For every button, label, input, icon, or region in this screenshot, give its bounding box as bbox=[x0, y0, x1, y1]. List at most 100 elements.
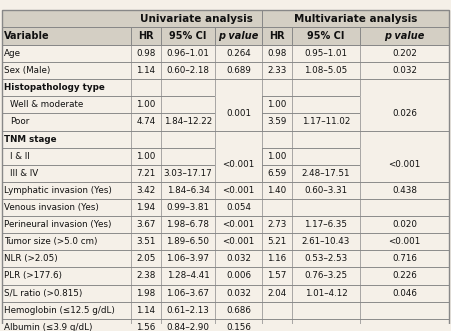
Text: 0.264: 0.264 bbox=[226, 49, 251, 58]
Text: 3.42: 3.42 bbox=[136, 186, 156, 195]
Bar bbox=[2, 165, 449, 182]
Text: 2.38: 2.38 bbox=[136, 271, 156, 280]
Text: Age: Age bbox=[4, 49, 21, 58]
Text: 0.054: 0.054 bbox=[226, 203, 251, 212]
Bar bbox=[215, 148, 262, 182]
Text: 2.48–17.51: 2.48–17.51 bbox=[302, 169, 350, 178]
Text: <0.001: <0.001 bbox=[388, 152, 421, 161]
Text: 1.00: 1.00 bbox=[136, 100, 156, 109]
Text: Tumor size (>5.0 cm): Tumor size (>5.0 cm) bbox=[4, 237, 97, 246]
Text: 0.032: 0.032 bbox=[226, 254, 251, 263]
Text: 2.05: 2.05 bbox=[136, 254, 156, 263]
Text: p value: p value bbox=[218, 31, 259, 41]
Text: 0.95–1.01: 0.95–1.01 bbox=[304, 49, 348, 58]
Text: <0.001: <0.001 bbox=[388, 160, 421, 169]
Text: 1.98–6.78: 1.98–6.78 bbox=[166, 220, 210, 229]
Text: HR: HR bbox=[138, 31, 154, 41]
Text: 0.006: 0.006 bbox=[226, 271, 251, 280]
Text: 0.438: 0.438 bbox=[392, 186, 417, 195]
Text: Perineural invasion (Yes): Perineural invasion (Yes) bbox=[4, 220, 111, 229]
Text: Venous invasion (Yes): Venous invasion (Yes) bbox=[4, 203, 99, 212]
Text: Multivariate analysis: Multivariate analysis bbox=[294, 14, 417, 24]
Text: Hemoglobin (≤12.5 g/dL): Hemoglobin (≤12.5 g/dL) bbox=[4, 306, 115, 315]
Bar bbox=[2, 148, 449, 165]
Text: 1.84–6.34: 1.84–6.34 bbox=[166, 186, 209, 195]
Bar bbox=[2, 199, 449, 216]
Text: 0.046: 0.046 bbox=[392, 289, 417, 298]
Bar bbox=[2, 130, 449, 148]
Bar bbox=[360, 96, 449, 130]
Text: HR: HR bbox=[269, 31, 285, 41]
Bar bbox=[2, 216, 449, 233]
Text: 0.689: 0.689 bbox=[226, 66, 251, 75]
Bar bbox=[360, 148, 449, 182]
Text: 1.56: 1.56 bbox=[136, 323, 156, 331]
Bar bbox=[2, 233, 449, 250]
Text: 1.08–5.05: 1.08–5.05 bbox=[304, 66, 348, 75]
Text: Univariate analysis: Univariate analysis bbox=[140, 14, 253, 24]
Text: 0.686: 0.686 bbox=[226, 306, 251, 315]
Text: 0.032: 0.032 bbox=[226, 289, 251, 298]
Bar bbox=[2, 319, 449, 331]
Text: 3.67: 3.67 bbox=[136, 220, 156, 229]
Text: 2.73: 2.73 bbox=[267, 220, 287, 229]
Text: 6.59: 6.59 bbox=[267, 169, 287, 178]
Text: <0.001: <0.001 bbox=[388, 237, 421, 246]
Text: 0.60–3.31: 0.60–3.31 bbox=[304, 186, 348, 195]
Text: <0.001: <0.001 bbox=[222, 160, 255, 169]
Text: 0.84–2.90: 0.84–2.90 bbox=[166, 323, 210, 331]
Text: 0.156: 0.156 bbox=[226, 323, 251, 331]
Text: 1.16: 1.16 bbox=[267, 254, 286, 263]
Text: S/L ratio (>0.815): S/L ratio (>0.815) bbox=[4, 289, 83, 298]
Text: NLR (>2.05): NLR (>2.05) bbox=[4, 254, 58, 263]
Bar bbox=[2, 10, 449, 27]
Text: 0.716: 0.716 bbox=[392, 254, 417, 263]
Text: 1.14: 1.14 bbox=[137, 306, 156, 315]
Text: Sex (Male): Sex (Male) bbox=[4, 66, 51, 75]
Bar bbox=[2, 285, 449, 302]
Text: 1.00: 1.00 bbox=[267, 152, 287, 161]
Text: 0.98: 0.98 bbox=[267, 49, 287, 58]
Text: <0.001: <0.001 bbox=[222, 220, 255, 229]
Text: 1.17–6.35: 1.17–6.35 bbox=[304, 220, 348, 229]
Text: 0.020: 0.020 bbox=[392, 220, 417, 229]
Text: 1.57: 1.57 bbox=[267, 271, 287, 280]
Text: 0.032: 0.032 bbox=[392, 66, 417, 75]
Text: 0.61–2.13: 0.61–2.13 bbox=[166, 306, 209, 315]
Text: 95% CI: 95% CI bbox=[169, 31, 207, 41]
Text: 1.94: 1.94 bbox=[137, 203, 156, 212]
Text: 0.026: 0.026 bbox=[392, 100, 417, 109]
Text: 1.00: 1.00 bbox=[136, 152, 156, 161]
Text: 0.76–3.25: 0.76–3.25 bbox=[304, 271, 348, 280]
Text: 3.59: 3.59 bbox=[267, 118, 287, 126]
Text: <0.001: <0.001 bbox=[222, 186, 255, 195]
Text: III & IV: III & IV bbox=[10, 169, 38, 178]
Bar bbox=[215, 96, 262, 130]
Bar bbox=[2, 96, 449, 114]
Text: 0.202: 0.202 bbox=[392, 49, 417, 58]
Text: 0.98: 0.98 bbox=[136, 49, 156, 58]
Text: Lymphatic invasion (Yes): Lymphatic invasion (Yes) bbox=[4, 186, 112, 195]
Text: 2.33: 2.33 bbox=[267, 66, 287, 75]
Text: 1.17–11.02: 1.17–11.02 bbox=[302, 118, 350, 126]
Text: 5.21: 5.21 bbox=[267, 237, 287, 246]
Text: 1.06–3.97: 1.06–3.97 bbox=[166, 254, 210, 263]
Text: Poor: Poor bbox=[10, 118, 29, 126]
Text: 4.74: 4.74 bbox=[136, 118, 156, 126]
Text: <0.001: <0.001 bbox=[222, 237, 255, 246]
Text: Albumin (≤3.9 g/dL): Albumin (≤3.9 g/dL) bbox=[4, 323, 92, 331]
Bar bbox=[2, 267, 449, 285]
Text: 0.001: 0.001 bbox=[226, 100, 251, 109]
Bar bbox=[2, 62, 449, 79]
Text: 7.21: 7.21 bbox=[136, 169, 156, 178]
Bar bbox=[2, 302, 449, 319]
Text: 0.026: 0.026 bbox=[392, 109, 417, 118]
Bar bbox=[2, 182, 449, 199]
Text: 3.03–17.17: 3.03–17.17 bbox=[164, 169, 212, 178]
Text: 3.51: 3.51 bbox=[136, 237, 156, 246]
Bar bbox=[2, 79, 449, 96]
Bar bbox=[2, 27, 449, 45]
Text: 2.04: 2.04 bbox=[267, 289, 287, 298]
Text: p value: p value bbox=[384, 31, 425, 41]
Bar bbox=[2, 45, 449, 62]
